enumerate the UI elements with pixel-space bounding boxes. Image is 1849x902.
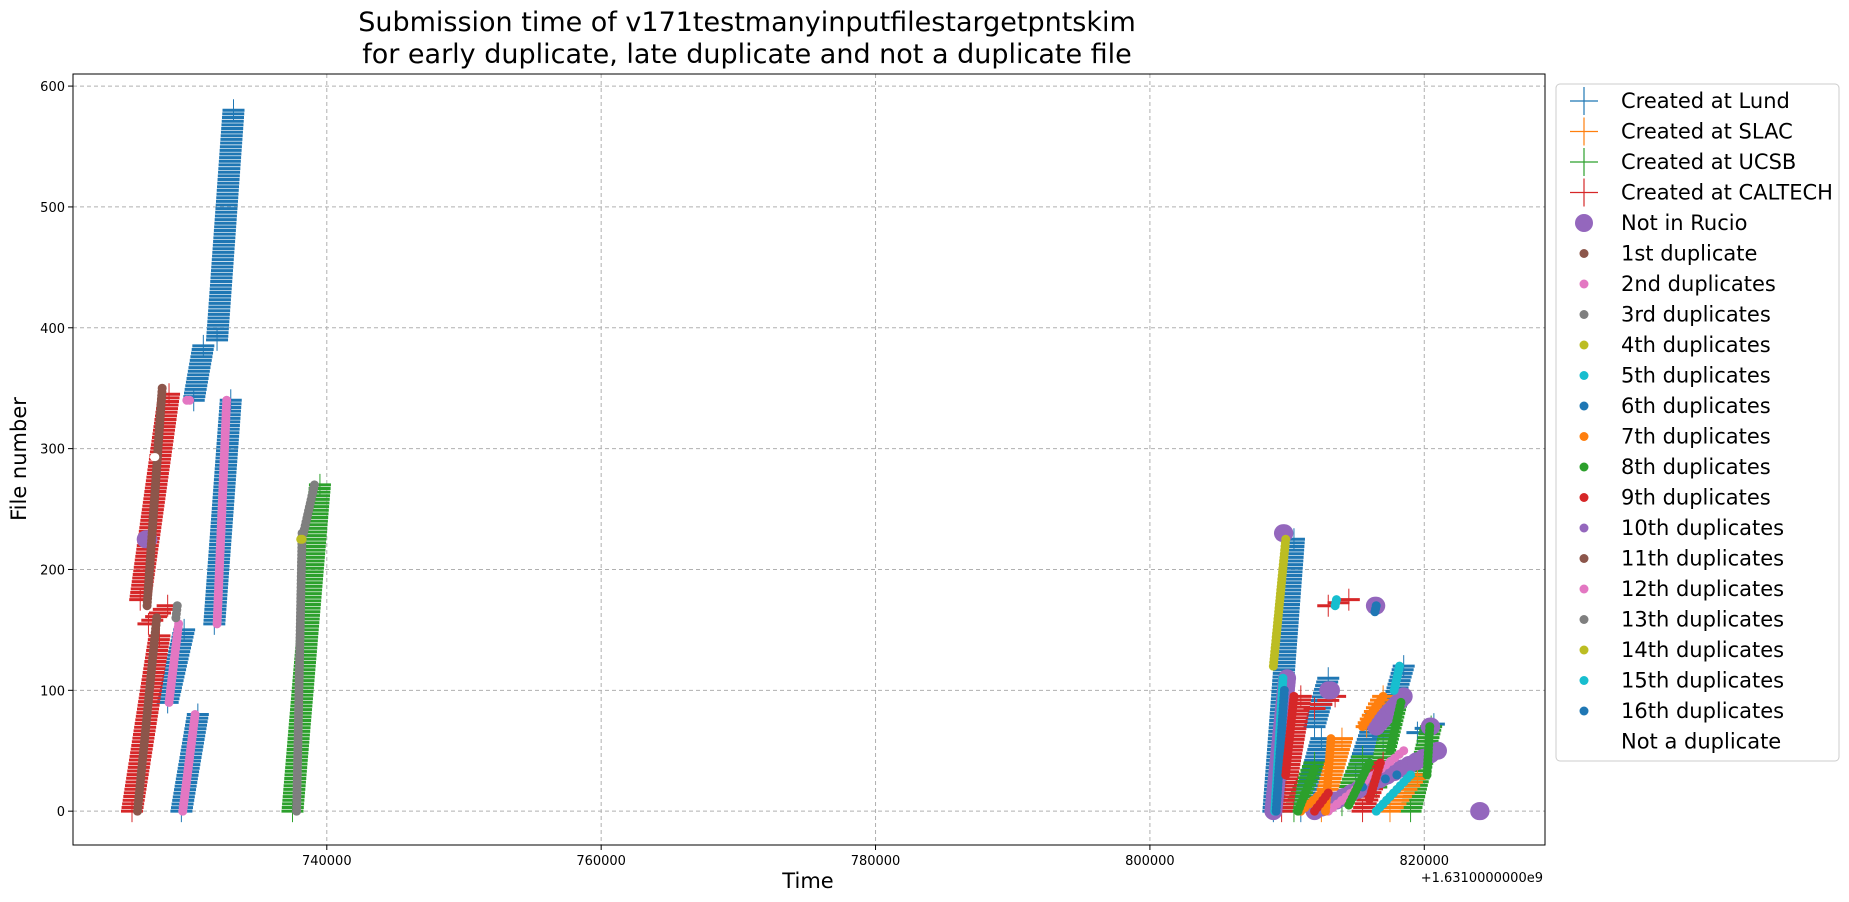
2nd-duplicates-point <box>1399 746 1409 756</box>
data-points <box>120 99 1490 823</box>
axes-frame <box>72 73 1546 846</box>
5th-duplicates-point <box>1331 595 1341 605</box>
legend-box <box>1555 83 1840 762</box>
x-tick-label: 780000 <box>851 854 901 869</box>
legend-dot-icon <box>1579 584 1589 594</box>
3rd-duplicates-point <box>172 601 182 611</box>
legend-dot-icon <box>1579 676 1589 685</box>
legend-label: 6th duplicates <box>1621 394 1771 418</box>
ticks: 740000 760000 780000 800000 820000 0 100 200 300… <box>40 80 1449 869</box>
legend-dot-icon <box>1579 554 1589 563</box>
legend-label: 11th duplicates <box>1621 547 1784 571</box>
3rd-duplicates-point <box>309 480 319 490</box>
chart-title-line1: Submission time of v171testmanyinputfile… <box>358 7 1136 38</box>
7th-duplicates-point <box>1378 691 1388 701</box>
6th-duplicates-point <box>1392 770 1402 780</box>
legend-dot-icon <box>1579 249 1589 258</box>
6th-duplicates-point <box>1279 685 1289 695</box>
legend-label: 14th duplicates <box>1621 638 1784 662</box>
legend-dot-icon <box>1579 340 1589 350</box>
legend-dot-icon <box>1579 432 1589 441</box>
5th-duplicates-point <box>1278 673 1288 683</box>
5th-duplicates-point <box>1406 770 1416 780</box>
legend-label: 9th duplicates <box>1621 486 1771 510</box>
y-axis-label: File number <box>7 397 31 521</box>
y-tick-label: 200 <box>40 563 65 578</box>
9th-duplicates-point <box>1323 788 1333 798</box>
legend-dot-icon <box>1579 615 1589 624</box>
legend-dot-icon <box>1579 493 1589 502</box>
legend-dot-icon <box>1579 523 1589 533</box>
x-tick-label: 820000 <box>1399 854 1449 869</box>
legend-label: 15th duplicates <box>1621 669 1784 693</box>
grid <box>73 74 1545 845</box>
4th-duplicates-point <box>297 534 307 544</box>
legend-dot-icon <box>1579 401 1589 411</box>
legend-label: Created at Lund <box>1621 89 1790 113</box>
5th-duplicates-point <box>1395 661 1405 671</box>
not-a-duplicate-point <box>151 453 160 462</box>
1st-duplicate-point <box>152 613 162 623</box>
legend-dot-icon <box>1579 706 1589 716</box>
legend-label: 10th duplicates <box>1621 516 1784 540</box>
legend-label: Created at CALTECH <box>1621 181 1833 205</box>
x-axis-label: Time <box>781 869 833 893</box>
legend-label: Not in Rucio <box>1621 211 1747 235</box>
x-tick-label: 800000 <box>1125 854 1175 869</box>
y-tick-label: 300 <box>40 443 65 458</box>
legend-dot-icon <box>1579 645 1589 655</box>
8th-duplicates-point <box>1396 697 1406 707</box>
legend-label: 1st duplicate <box>1621 242 1757 266</box>
legend-label: 16th duplicates <box>1621 699 1784 723</box>
plot-area <box>120 99 1490 823</box>
legend-dot-icon <box>1579 462 1589 472</box>
legend-label: Not a duplicate <box>1621 730 1781 754</box>
legend-label: Created at UCSB <box>1621 150 1796 174</box>
4th-duplicates-point <box>1281 534 1291 544</box>
1st-duplicate-point <box>157 383 167 393</box>
legend-label: 3rd duplicates <box>1621 303 1771 327</box>
x-tick-label: 740000 <box>302 854 352 869</box>
x-tick-label: 760000 <box>576 854 626 869</box>
not-in-rucio-point <box>1471 802 1490 821</box>
legend-label: 4th duplicates <box>1621 333 1771 357</box>
legend-label: 5th duplicates <box>1621 364 1771 388</box>
8th-duplicates-point <box>1364 758 1374 768</box>
6th-duplicates-point <box>1380 774 1390 784</box>
legend-label: 7th duplicates <box>1621 425 1771 449</box>
chart-title-line2: for early duplicate, late duplicate and … <box>362 39 1132 70</box>
legend-label: 8th duplicates <box>1621 455 1771 479</box>
x-offset-label: +1.6310000000e9 <box>1421 871 1543 886</box>
8th-duplicates-point <box>1310 764 1320 774</box>
8th-duplicates-point <box>1425 722 1435 732</box>
y-tick-label: 500 <box>40 201 65 216</box>
y-tick-label: 100 <box>40 684 65 699</box>
legend-dot-icon <box>1575 214 1593 232</box>
legend: Created at Lund Created at SLAC Created at… <box>1555 83 1840 762</box>
not-in-rucio-point <box>1321 681 1340 700</box>
y-tick-label: 0 <box>57 805 65 820</box>
9th-duplicates-point <box>1375 758 1385 768</box>
legend-dot-icon <box>1579 310 1589 319</box>
not-in-rucio-point <box>1428 741 1447 760</box>
legend-dot-icon <box>1579 279 1589 289</box>
legend-label: Created at SLAC <box>1621 120 1793 144</box>
legend-dot-icon <box>1579 371 1589 380</box>
y-tick-label: 600 <box>40 80 65 95</box>
legend-label: 2nd duplicates <box>1621 272 1776 296</box>
legend-label: 13th duplicates <box>1621 608 1784 632</box>
2nd-duplicates-point <box>185 395 195 405</box>
2nd-duplicates-point <box>190 709 200 719</box>
9th-duplicates-point <box>1289 691 1299 701</box>
y-tick-label: 400 <box>40 322 65 337</box>
2nd-duplicates-point <box>222 395 232 405</box>
legend-label: 12th duplicates <box>1621 577 1784 601</box>
6th-duplicates-point <box>1371 601 1381 611</box>
7th-duplicates-point <box>1326 734 1336 744</box>
